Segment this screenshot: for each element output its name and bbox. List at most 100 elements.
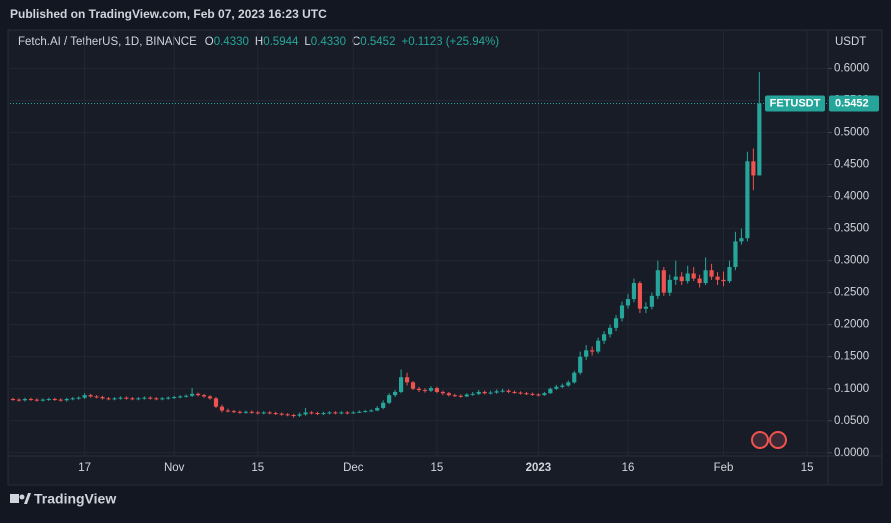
candle-body — [184, 395, 189, 397]
candle-body — [590, 350, 595, 352]
published-note: Published on TradingView.com, Feb 07, 20… — [10, 7, 327, 21]
candle-body — [649, 295, 654, 307]
candle-body — [10, 398, 16, 400]
event-flag[interactable] — [769, 431, 787, 449]
y-tick-label: 0.3500 — [834, 223, 869, 235]
legend-value: 0.4330 — [311, 36, 346, 48]
candle-body — [697, 278, 702, 284]
legend-key: L — [304, 36, 311, 48]
candle-body — [327, 412, 332, 414]
y-tick-label: 0.0500 — [834, 415, 869, 427]
logo-mark — [19, 494, 25, 500]
candle-body — [201, 395, 207, 397]
candle-body — [375, 407, 380, 411]
legend-change: +0.1123 (+25.94%) — [401, 36, 499, 48]
legend-value: 0.4330 — [214, 36, 249, 48]
candle-body — [279, 413, 284, 415]
candle-body — [494, 391, 499, 393]
candle-body — [345, 412, 350, 414]
logo — [10, 493, 31, 504]
y-tick-label: 0.2000 — [834, 319, 869, 331]
candle-body — [476, 391, 481, 394]
candle-body — [524, 393, 529, 395]
candle-body — [572, 372, 577, 383]
y-axis-unit: USDT — [835, 36, 866, 48]
candle-body — [243, 411, 248, 413]
legend-title: Fetch.AI / TetherUS, 1D, BINANCE — [18, 36, 197, 48]
candle-body — [231, 411, 236, 413]
candle-body — [339, 412, 344, 414]
candle-body — [440, 391, 445, 394]
y-tick-label: 0.4000 — [834, 191, 869, 203]
candle-body — [482, 391, 487, 394]
candle-body — [542, 393, 547, 396]
candle-body — [124, 397, 129, 399]
candle-body — [512, 391, 517, 393]
candle-body — [34, 399, 39, 401]
candle-body — [685, 273, 690, 282]
x-tick-label: Feb — [714, 462, 734, 474]
candle-body — [88, 395, 93, 397]
legend-value: 0.5452 — [360, 36, 395, 48]
candle-body — [661, 270, 666, 293]
candle-body — [727, 267, 732, 282]
candle-body — [333, 412, 338, 414]
candle-body — [703, 270, 708, 284]
candle-body — [655, 270, 660, 296]
candle-body — [452, 395, 457, 397]
y-tick-label: 0.0000 — [834, 447, 869, 459]
candle-body — [225, 410, 231, 412]
brand: TradingView — [34, 491, 116, 507]
candle-body — [261, 412, 266, 414]
symbol-label: FETUSDT — [770, 97, 821, 109]
candle-body — [106, 398, 111, 400]
candle-body — [369, 410, 374, 412]
candle-body — [393, 391, 398, 396]
candle-body — [297, 414, 302, 416]
candle-body — [76, 397, 81, 399]
candle-body — [195, 393, 201, 396]
x-tick-label: 16 — [622, 462, 635, 474]
candle-body — [554, 386, 559, 389]
candle-body — [578, 356, 583, 373]
candle-body — [422, 390, 428, 392]
y-tick-label: 0.6000 — [834, 62, 869, 74]
candle-body — [291, 415, 296, 417]
chart-panel — [7, 29, 883, 486]
candle-body — [16, 399, 22, 401]
candle-body — [112, 398, 117, 400]
candle-body — [548, 388, 553, 394]
candle-body — [679, 276, 684, 282]
candle-body — [363, 411, 368, 413]
candle-body — [733, 241, 738, 268]
candle-body — [500, 390, 505, 392]
candle-body — [70, 398, 75, 400]
y-tick-label: 0.2500 — [834, 287, 869, 299]
candle-body — [172, 397, 177, 399]
candle-body — [637, 283, 643, 309]
x-tick-label: Dec — [343, 462, 364, 474]
candle-body — [566, 382, 571, 386]
candle-body — [130, 398, 135, 400]
candle-body — [739, 238, 744, 242]
candle-body — [607, 327, 613, 335]
candle-body — [249, 411, 254, 413]
event-flag[interactable] — [751, 431, 769, 449]
candle-body — [584, 350, 589, 357]
y-tick-label: 0.1000 — [834, 383, 869, 395]
price-badge — [829, 95, 879, 112]
candle-body — [273, 413, 278, 415]
candle-body — [28, 398, 33, 400]
candle-body — [488, 392, 493, 394]
candle-body — [751, 161, 756, 176]
candle-body — [416, 388, 422, 391]
candle-body — [160, 398, 165, 400]
candle-body — [309, 412, 314, 414]
y-tick-label: 0.4500 — [834, 159, 869, 171]
candle-body — [530, 393, 535, 395]
candle-body — [560, 385, 565, 387]
candle-body — [58, 399, 63, 401]
candle-body — [64, 398, 69, 401]
candle-body — [82, 395, 87, 398]
